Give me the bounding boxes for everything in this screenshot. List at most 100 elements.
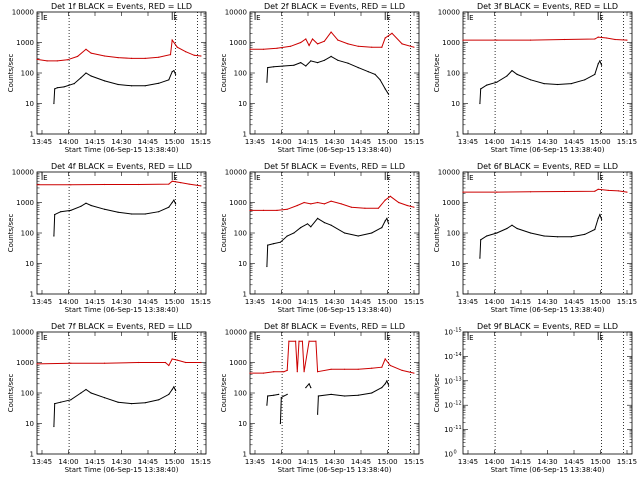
- data-point: [173, 199, 175, 201]
- x-tick-label: 14:00: [484, 138, 504, 146]
- plot-frame: [462, 331, 633, 455]
- data-point: [306, 223, 309, 225]
- x-tick-label: 14:15: [298, 138, 318, 146]
- data-point: [296, 371, 298, 373]
- data-point: [364, 207, 366, 209]
- data-point: [200, 361, 202, 364]
- y-tick-label: 10 -11: [444, 425, 462, 434]
- chart-panel-5: Det 5f BLACK = Events, RED = LLD 13:45 14:…: [220, 162, 424, 314]
- data-point: [386, 217, 388, 219]
- y-tick-label: 10: [451, 260, 460, 268]
- y-tick-label: 100: [447, 70, 460, 78]
- y-tick-label: 10 -13: [444, 376, 462, 385]
- data-point: [168, 364, 170, 367]
- chart-panel-9: Det 9f BLACK = Events, RED = LLD 13:45 14:…: [433, 322, 637, 474]
- y-tick-label: 1000: [16, 359, 34, 367]
- data-point: [357, 67, 359, 69]
- x-tick-label: 13:45: [32, 458, 52, 466]
- data-point: [570, 83, 572, 85]
- data-point: [357, 394, 359, 396]
- y-tick-label: 10: [451, 100, 460, 108]
- y-tick-base: 10: [444, 353, 453, 361]
- y-tick-label: 10: [238, 260, 247, 268]
- data-point: [371, 46, 373, 48]
- event-marker: E: [254, 12, 261, 22]
- x-tick-label: 14:45: [351, 458, 371, 466]
- data-point: [597, 188, 599, 190]
- data-point: [584, 79, 586, 81]
- y-tick-label: 10000: [225, 169, 247, 177]
- data-point: [626, 191, 628, 193]
- x-tick-label: 14:45: [138, 298, 158, 306]
- data-point: [379, 79, 381, 81]
- data-point: [104, 183, 106, 186]
- data-point: [496, 232, 498, 234]
- x-tick-label: 14:15: [298, 298, 318, 306]
- chart-title: Det 4f BLACK = Events, RED = LLD: [51, 162, 192, 171]
- data-point: [344, 368, 346, 370]
- data-point: [496, 39, 498, 41]
- data-point: [53, 102, 55, 105]
- y-tick-exponent: 0: [454, 450, 457, 456]
- event-marker: E: [171, 332, 178, 342]
- x-tick-label: 15:00: [590, 138, 610, 146]
- x-tick-label: 14:30: [537, 458, 557, 466]
- data-point: [131, 57, 133, 60]
- data-point: [516, 73, 518, 75]
- x-tick-label: 15:15: [617, 138, 637, 146]
- data-point: [486, 235, 488, 237]
- data-point: [300, 41, 302, 44]
- data-point: [317, 395, 319, 397]
- data-point: [266, 265, 268, 268]
- data-point: [90, 52, 92, 54]
- chart-title: Det 8f BLACK = Events, RED = LLD: [264, 322, 405, 331]
- data-point: [381, 366, 383, 368]
- x-tick-label: 13:45: [245, 298, 265, 306]
- y-axis-label: Counts/sec: [220, 54, 228, 93]
- data-point: [117, 401, 119, 403]
- data-point: [169, 54, 172, 56]
- y-axis-label: Counts/sec: [7, 374, 15, 413]
- x-axis-label: Start Time (06-Sep-15 13:38:40): [278, 466, 392, 474]
- event-marker-label: E: [599, 14, 603, 22]
- data-point: [80, 77, 82, 79]
- data-point: [117, 211, 119, 213]
- data-point: [607, 189, 609, 191]
- data-point: [171, 39, 173, 41]
- y-tick-exponent: -13: [454, 376, 462, 382]
- y-axis-label: Counts/sec: [220, 374, 228, 413]
- data-point: [344, 232, 346, 234]
- y-tick-label: 1: [30, 291, 34, 299]
- data-point: [175, 203, 177, 205]
- x-tick-label: 13:45: [458, 138, 478, 146]
- event-marker-label: E: [469, 174, 473, 182]
- data-point: [36, 184, 38, 186]
- data-point: [563, 38, 566, 41]
- data-point: [381, 227, 383, 229]
- data-point: [70, 399, 72, 401]
- data-point: [80, 392, 82, 394]
- x-tick-label: 15:00: [590, 298, 610, 306]
- data-point: [286, 235, 288, 237]
- data-point: [262, 209, 265, 211]
- data-point: [317, 201, 319, 204]
- data-point: [317, 371, 319, 373]
- data-point: [606, 37, 608, 39]
- data-point: [131, 403, 133, 405]
- data-point: [104, 397, 106, 399]
- data-point: [570, 236, 572, 238]
- data-point: [173, 386, 175, 388]
- x-tick-label: 13:45: [458, 298, 478, 306]
- chart-title: Det 9f BLACK = Events, RED = LLD: [477, 322, 618, 331]
- data-point: [357, 368, 359, 370]
- data-point: [305, 38, 307, 40]
- data-point: [543, 83, 545, 85]
- data-point: [283, 65, 285, 67]
- y-tick-label: 1000: [16, 199, 34, 207]
- data-point: [273, 243, 275, 245]
- x-tick-label: 14:15: [85, 298, 105, 306]
- series-line-lld: [463, 36, 627, 41]
- data-point: [298, 340, 300, 342]
- data-point: [371, 367, 373, 369]
